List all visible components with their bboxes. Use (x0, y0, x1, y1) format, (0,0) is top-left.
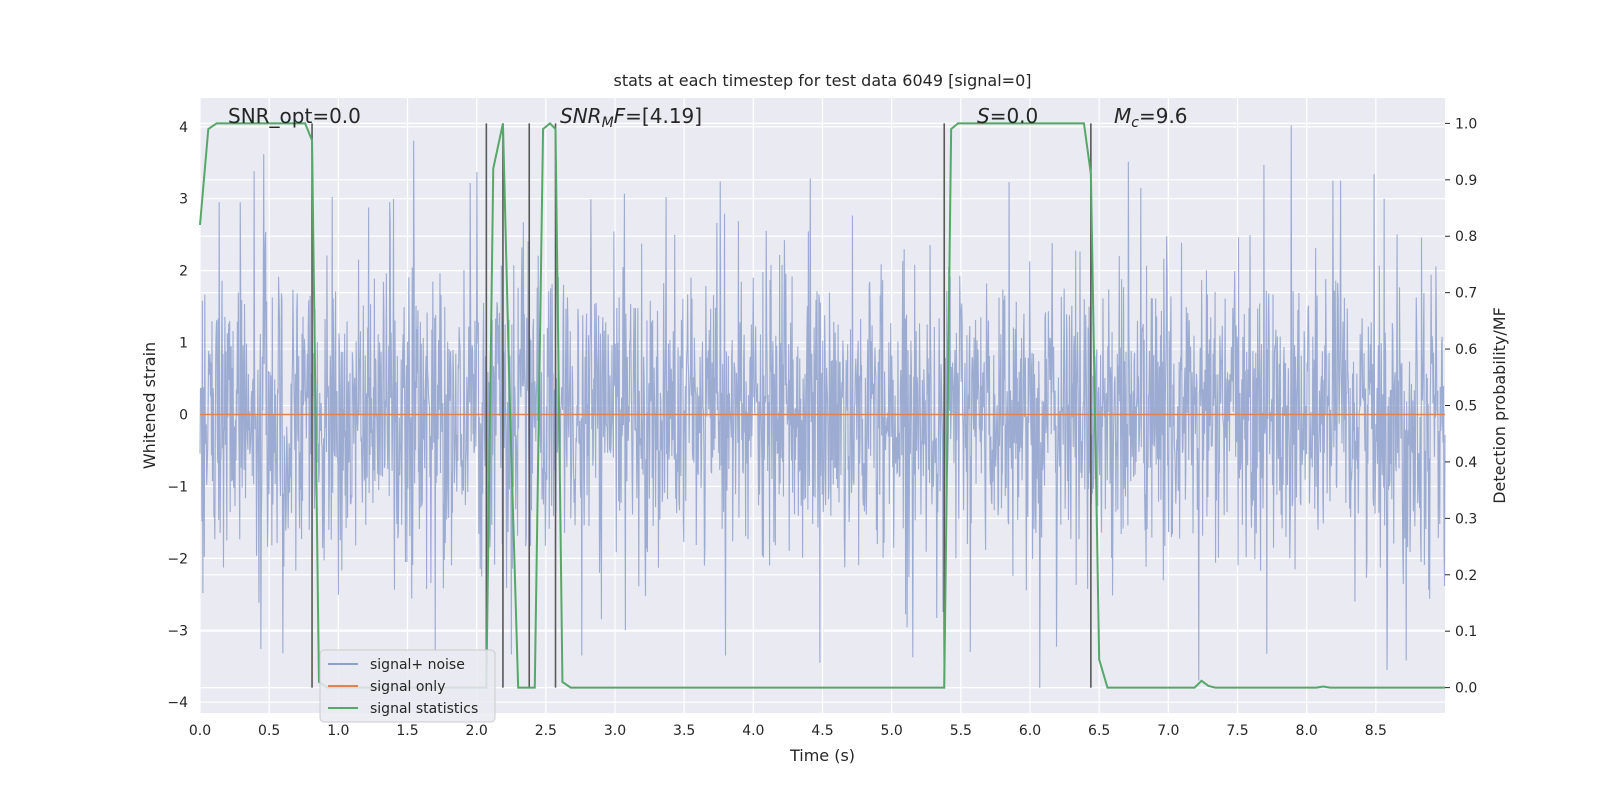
y2-tick-label: 0.7 (1455, 286, 1477, 302)
x-tick-label: 4.5 (811, 723, 833, 739)
y2-tick-label: 1.0 (1455, 116, 1477, 132)
annotation-s: S=0.0 (977, 104, 1038, 128)
annotation-mc-subscript: c (1131, 115, 1139, 131)
y2-tick-label: 0.8 (1455, 229, 1477, 245)
y-tick-label: −4 (167, 695, 188, 711)
x-tick-label: 6.0 (1019, 723, 1041, 739)
x-tick-label: 6.5 (1088, 723, 1110, 739)
y2-tick-label: 0.9 (1455, 173, 1477, 189)
chart-title: stats at each timestep for test data 604… (613, 71, 1031, 90)
y-tick-label: 0 (179, 407, 188, 423)
y-tick-label: 1 (179, 336, 188, 352)
y-tick-label: 3 (179, 192, 188, 208)
x-axis-label: Time (s) (789, 746, 855, 765)
y-tick-label: −1 (167, 479, 188, 495)
y2-tick-label: 0.0 (1455, 681, 1477, 697)
x-tick-label: 1.0 (327, 723, 349, 739)
y2-tick-label: 0.4 (1455, 455, 1477, 471)
y2-tick-label: 0.5 (1455, 399, 1477, 415)
annotation-snr-mf-value: =[4.19] (625, 104, 702, 128)
annotation-s-symbol: S (977, 104, 990, 128)
y-tick-label: −3 (167, 623, 188, 639)
x-tick-label: 1.5 (396, 723, 418, 739)
annotation-s-value: =0.0 (990, 104, 1039, 128)
annotation-snr-opt: SNR_opt=0.0 (228, 104, 361, 128)
x-tick-label: 0.5 (258, 723, 280, 739)
detection-markers (311, 123, 1092, 688)
legend-label-signal-statistics: signal statistics (370, 701, 478, 717)
x-tick-label: 4.0 (742, 723, 764, 739)
x-tick-label: 3.5 (673, 723, 695, 739)
x-tick-label: 2.0 (466, 723, 488, 739)
x-tick-label: 3.0 (604, 723, 626, 739)
y2-tick-label: 0.6 (1455, 342, 1477, 358)
x-tick-label: 8.0 (1296, 723, 1318, 739)
y-axis-label: Whitened strain (140, 342, 159, 469)
legend-box (319, 649, 496, 723)
annotation-mc: Mc=9.6 (1114, 104, 1188, 131)
signal-statistics-series (199, 122, 1445, 689)
x-tick-label: 5.0 (881, 723, 903, 739)
y-tick-label: 2 (179, 264, 188, 280)
legend-label-signal-only: signal only (370, 679, 445, 695)
y2-tick-label: 0.1 (1455, 624, 1477, 640)
y-tick-label: −2 (167, 551, 188, 567)
annotation-snr-mf-f: F (614, 104, 626, 128)
legend: signal+ noise signal only signal statist… (319, 649, 496, 723)
signal-noise-series (199, 125, 1446, 688)
x-tick-label: 8.5 (1365, 723, 1387, 739)
legend-label-signal-noise: signal+ noise (370, 657, 465, 673)
y-tick-label: 4 (179, 120, 188, 136)
annotation-snr-mf-symbol: SNR (560, 104, 602, 128)
annotation-mc-value: =9.6 (1139, 104, 1188, 128)
y2-tick-label: 0.3 (1455, 511, 1477, 527)
x-tick-label: 0.0 (189, 723, 211, 739)
annotation-mc-symbol: M (1114, 104, 1131, 128)
annotation-snr-mf-subscript: M (602, 115, 614, 131)
y2-axis-label: Detection probability/MF (1490, 307, 1509, 504)
y2-tick-label: 0.2 (1455, 568, 1477, 584)
annotation-snr-mf: SNRMF=[4.19] (560, 104, 702, 131)
x-tick-label: 7.0 (1157, 723, 1179, 739)
signal-statistics-line (199, 122, 1445, 689)
x-tick-label: 5.5 (950, 723, 972, 739)
axes: 0.0 0.5 1.0 1.5 2.0 2.5 3.0 3.5 4.0 4.5 5.0 5.5 6.0 6… (167, 116, 1477, 739)
x-tick-label: 7.5 (1226, 723, 1248, 739)
x-tick-label: 2.5 (535, 723, 557, 739)
signal-noise-line (199, 125, 1446, 688)
